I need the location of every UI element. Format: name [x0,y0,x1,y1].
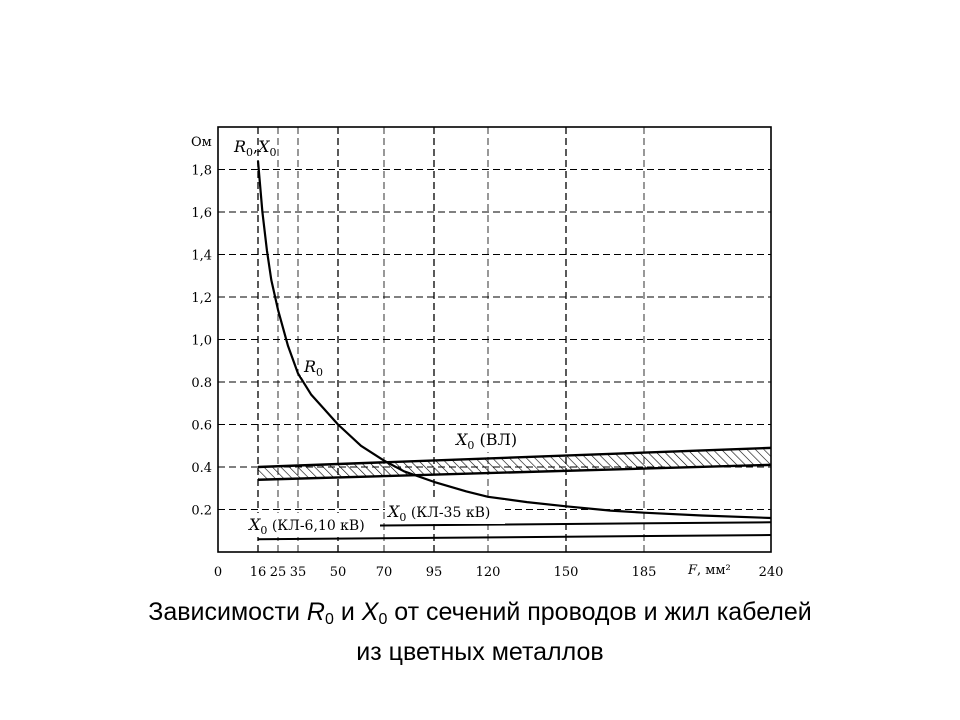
series-label-x-kl35: X0 (КЛ-35 кВ) [385,500,505,524]
x-axis-ticks: 0 16 25 35 50 70 95 120 150 185 240 [214,565,784,580]
svg-text:R0: R0 [303,357,323,379]
figure-caption: Зависимости R0 и X0 от сечений проводов … [0,592,960,672]
x-tick-label: 50 [330,565,347,580]
series-line-3 [257,534,772,541]
series-label-x-kl610: X0 (КЛ-6,10 кВ) [246,513,380,537]
series-curve-r [256,160,772,520]
y-tick-label: 1,2 [191,291,212,306]
x-tick-label: 25 [270,565,287,580]
x-tick-label: 0 [214,565,222,580]
y-tick-label: 0.2 [191,504,212,519]
y-tick-label: 1,8 [191,164,212,179]
series-band-x-vl [258,447,771,480]
x-tick-label: 95 [426,565,443,580]
caption-line-2: из цветных металлов [356,638,604,666]
x-axis-unit-label: F, мм² [686,559,742,578]
y-axis-title: R0,X0 [233,137,277,159]
y-tick-label: 0.8 [191,376,212,391]
series [256,160,772,541]
y-tick-label: 0.6 [191,419,212,434]
x-tick-label: 150 [554,565,579,580]
x-tick-label: 240 [759,565,784,580]
chart: 0.2 0.4 0.6 0.8 1,0 1,2 1,4 1,6 1,8 0 16 25 35 50 70 9… [191,126,784,580]
series-line-x-vl-upper [257,446,772,469]
x-tick-label: 185 [632,565,657,580]
y-tick-label: 1,6 [191,206,212,221]
x-tick-label: 70 [376,565,393,580]
grid [218,127,771,552]
y-tick-label: 1,0 [191,334,212,349]
series-label-x-vl: X0 (ВЛ) [453,428,529,452]
y-axis-ticks: 0.2 0.4 0.6 0.8 1,0 1,2 1,4 1,6 1,8 [191,164,212,519]
x-tick-label: 16 [250,565,267,580]
svg-text:X0 (КЛ-6,10 кВ): X0 (КЛ-6,10 кВ) [247,515,365,537]
y-tick-label: 0.4 [191,461,212,476]
plot-frame [217,126,772,553]
series-line-x-vl-lower [257,463,772,481]
x-tick-label: 120 [476,565,501,580]
x-tick-label: 35 [290,565,307,580]
svg-text:X0 (ВЛ): X0 (ВЛ) [454,430,517,452]
caption-line-1: Зависимости R0 и X0 от сечений проводов … [148,598,812,628]
y-tick-label: 1,4 [191,249,212,264]
svg-text:F, мм²: F, мм² [687,563,731,578]
svg-text:X0 (КЛ-35 кВ): X0 (КЛ-35 кВ) [386,502,490,524]
series-label-r: R0 [301,355,331,379]
y-axis-unit: Ом [191,135,212,150]
